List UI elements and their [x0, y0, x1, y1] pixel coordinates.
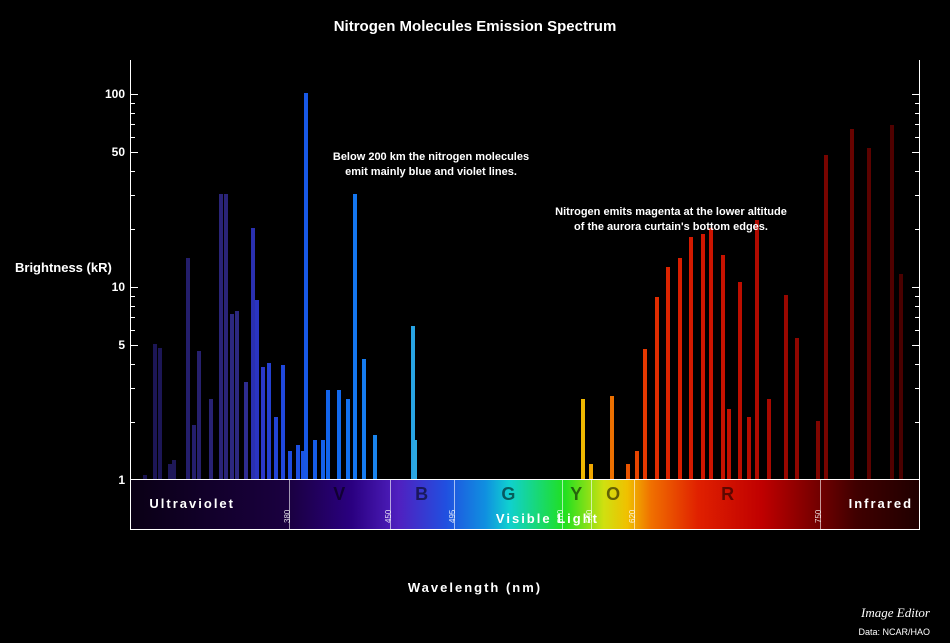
emission-line-bar [267, 363, 271, 479]
emission-line-bar [767, 399, 771, 479]
spectrum-band-letter: O [606, 484, 620, 505]
emission-line-bar [209, 399, 213, 479]
emission-line-bar [362, 359, 366, 479]
emission-line-bar [747, 417, 751, 479]
emission-line-bar [172, 460, 176, 479]
emission-line-bar [143, 475, 147, 479]
emission-line-bar [261, 367, 265, 479]
spectrum-band-letter: R [721, 484, 734, 505]
emission-line-bar [589, 464, 593, 479]
emission-line-bar [816, 421, 820, 479]
emission-line-bar [224, 194, 228, 479]
plot-area: 380450495570590620750 UltravioletVBGYORI… [130, 60, 920, 530]
emission-line-bar [296, 445, 300, 479]
emission-line-bar [709, 228, 713, 479]
wavelength-marker-label: 750 [814, 510, 823, 523]
spectrum-band: 380450495570590620750 UltravioletVBGYORI… [131, 479, 919, 529]
emission-line-bar [727, 409, 731, 479]
spectrum-band-letter: G [501, 484, 515, 505]
emission-line-bar [795, 338, 799, 479]
emission-line-bar [288, 451, 292, 479]
emission-line-bar [643, 349, 647, 479]
x-axis-label: Wavelength (nm) [0, 580, 950, 595]
spectrum-band-label: Ultraviolet [149, 496, 235, 511]
spectrum-band-letter: V [333, 484, 345, 505]
y-tick-label: 100 [105, 87, 125, 101]
emission-line-bar [235, 311, 239, 479]
emission-line-bar [626, 464, 630, 479]
emission-line-bar [899, 274, 903, 479]
emission-line-bar [655, 297, 659, 479]
emission-line-bar [678, 258, 682, 479]
emission-line-bar [721, 255, 725, 479]
emission-line-bar [255, 300, 259, 479]
emission-line-bar [346, 399, 350, 479]
y-tick-label: 1 [118, 473, 125, 487]
emission-line-bar [738, 282, 742, 479]
emission-line-bar [581, 399, 585, 479]
spectrum-band-letter: Y [570, 484, 582, 505]
emission-line-bar [824, 155, 828, 479]
emission-line-bar [313, 440, 317, 479]
emission-line-bar [281, 365, 285, 479]
credit-text: Image Editor [861, 605, 930, 621]
emission-line-bar [701, 234, 705, 479]
wavelength-marker-label: 620 [628, 510, 637, 523]
emission-line-bar [326, 390, 330, 479]
spectrum-band-label: Visible Light [496, 511, 599, 526]
spectrum-band-letter: B [415, 484, 428, 505]
emission-line-bar [610, 396, 614, 479]
emission-line-bar [244, 382, 248, 479]
annotation-text: Nitrogen emits magenta at the lower alti… [511, 205, 831, 236]
wavelength-marker-label: 450 [384, 510, 393, 523]
wavelength-marker-label: 495 [448, 510, 457, 523]
emission-line-bar [890, 125, 894, 479]
y-axis-label: Brightness (kR) [15, 260, 112, 275]
emission-line-bar [413, 440, 417, 479]
emission-line-bar [197, 351, 201, 479]
emission-line-bar [689, 237, 693, 479]
emission-line-bar [666, 267, 670, 479]
y-tick-label: 5 [118, 338, 125, 352]
annotation-text: Below 200 km the nitrogen moleculesemit … [301, 150, 561, 181]
spectrum-band-label: Infrared [849, 496, 913, 511]
y-tick-label: 10 [112, 280, 125, 294]
emission-line-bar [230, 314, 234, 479]
emission-line-bar [784, 295, 788, 479]
spectrum-chart: Nitrogen Molecules Emission Spectrum Bri… [0, 0, 950, 643]
emission-line-bar [850, 129, 854, 479]
emission-line-bar [158, 348, 162, 479]
wavelength-marker-label: 380 [283, 510, 292, 523]
chart-title: Nitrogen Molecules Emission Spectrum [0, 18, 950, 35]
emission-line-bar [755, 220, 759, 479]
emission-line-bar [337, 390, 341, 479]
emission-line-bar [274, 417, 278, 479]
emission-line-bar [635, 451, 639, 479]
emission-line-bar [373, 435, 377, 479]
emission-line-bar [867, 148, 871, 479]
emission-line-bar [353, 194, 357, 479]
y-tick-label: 50 [112, 145, 125, 159]
data-source-text: Data: NCAR/HAO [858, 627, 930, 637]
emission-line-bar [186, 258, 190, 479]
